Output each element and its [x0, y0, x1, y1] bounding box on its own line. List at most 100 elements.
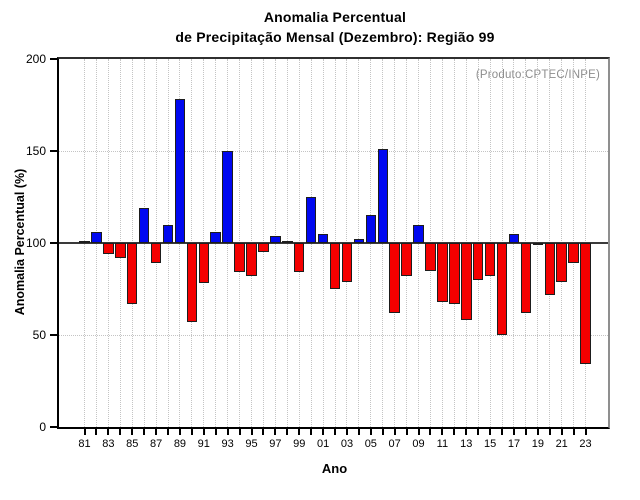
x-axis-tick — [143, 429, 146, 435]
bar-14 — [472, 243, 484, 280]
x-tick-label-13: 13 — [460, 438, 473, 450]
bar-85 — [126, 243, 138, 304]
x-axis-tick — [131, 429, 134, 435]
x-tick-label-83: 83 — [102, 438, 115, 450]
bar-93 — [222, 151, 233, 243]
bar-86 — [138, 208, 150, 243]
x-axis-tick — [345, 429, 348, 435]
bar-09 — [413, 224, 424, 243]
bar-88 — [162, 224, 174, 243]
y-axis-tick — [50, 426, 57, 428]
bar-87 — [150, 243, 162, 264]
x-axis-tick — [83, 429, 86, 435]
bar-20 — [544, 243, 556, 295]
x-tick-label-11: 11 — [436, 438, 449, 450]
x-axis-tick — [572, 429, 575, 435]
bar-13 — [461, 243, 472, 321]
x-tick-label-05: 05 — [364, 438, 377, 450]
x-axis-label: Ano — [321, 461, 348, 476]
bar-90 — [186, 243, 198, 323]
bar-12 — [449, 243, 460, 304]
bar-97 — [270, 235, 281, 243]
x-tick-label-23: 23 — [579, 438, 592, 450]
bar-95 — [246, 243, 257, 277]
x-tick-label-19: 19 — [531, 438, 544, 450]
bar-01 — [317, 233, 329, 243]
y-axis-tick — [50, 242, 57, 244]
bar-91 — [198, 243, 210, 284]
x-axis-tick — [310, 429, 313, 435]
x-axis-tick — [560, 429, 563, 435]
bar-22 — [568, 243, 579, 264]
bar-82 — [91, 231, 102, 243]
bar-92 — [210, 231, 221, 243]
bar-99 — [293, 243, 305, 273]
x-axis-tick — [286, 429, 289, 435]
y-axis-tick — [50, 334, 57, 336]
chart-title-line2: de Precipitação Mensal (Dezembro): Regiã… — [175, 29, 495, 45]
x-tick-label-85: 85 — [126, 438, 139, 450]
x-axis-tick — [190, 429, 193, 435]
bar-84 — [115, 243, 126, 258]
y-tick-label-0: 0 — [39, 420, 46, 434]
bar-00 — [305, 197, 317, 243]
x-axis-tick — [369, 429, 372, 435]
x-axis-tick — [155, 429, 158, 435]
x-tick-label-07: 07 — [388, 438, 401, 450]
x-tick-label-15: 15 — [483, 438, 497, 450]
x-axis-tick — [178, 429, 181, 435]
bar-83 — [103, 243, 114, 255]
x-axis-tick — [238, 429, 241, 435]
x-tick-label-99: 99 — [293, 438, 306, 450]
x-tick-label-17: 17 — [507, 438, 521, 450]
x-tick-label-95: 95 — [245, 438, 258, 450]
x-axis-tick — [167, 429, 169, 435]
x-axis-tick — [95, 429, 98, 435]
bar-04 — [353, 239, 365, 243]
x-axis-tick — [453, 429, 456, 435]
x-axis-tick — [393, 429, 396, 435]
y-tick-label-150: 150 — [25, 144, 46, 158]
x-axis-tick — [524, 429, 527, 435]
x-axis-tick — [417, 429, 420, 435]
bar-02 — [329, 243, 341, 289]
y-axis-tick — [50, 58, 57, 60]
x-axis-tick — [202, 429, 205, 435]
x-tick-label-03: 03 — [340, 438, 354, 450]
x-axis-tick — [226, 429, 229, 435]
y-tick-label-50: 50 — [32, 328, 46, 342]
x-axis-tick — [405, 429, 408, 435]
x-axis-tick — [548, 429, 551, 435]
x-axis-tick — [107, 429, 110, 435]
horizontal-gridline — [59, 151, 608, 152]
bar-11 — [437, 243, 448, 302]
bar-07 — [389, 243, 400, 313]
y-axis-tick — [50, 150, 57, 152]
x-axis-tick — [477, 429, 480, 435]
x-axis-tick — [262, 429, 265, 435]
x-axis-tick — [381, 429, 384, 435]
bar-21 — [556, 243, 567, 282]
x-axis-tick — [584, 429, 587, 435]
x-axis-tick — [536, 429, 539, 435]
x-tick-label-97: 97 — [269, 438, 282, 450]
x-tick-label-09: 09 — [412, 438, 425, 450]
bar-23 — [580, 243, 591, 365]
bar-03 — [341, 243, 353, 282]
x-tick-label-87: 87 — [149, 438, 163, 450]
bar-19 — [532, 243, 544, 245]
x-tick-label-89: 89 — [173, 438, 187, 450]
x-axis-tick — [119, 429, 122, 435]
bar-06 — [377, 149, 388, 243]
bar-10 — [425, 243, 436, 271]
x-tick-label-81: 81 — [78, 438, 91, 450]
bar-94 — [234, 243, 245, 273]
bar-15 — [484, 243, 496, 277]
bar-05 — [365, 215, 377, 243]
x-axis-tick — [441, 429, 444, 435]
x-tick-label-91: 91 — [197, 438, 210, 450]
x-tick-label-93: 93 — [221, 438, 234, 450]
x-tick-label-21: 21 — [555, 438, 568, 450]
bar-89 — [174, 99, 186, 243]
x-axis-tick — [250, 429, 253, 435]
